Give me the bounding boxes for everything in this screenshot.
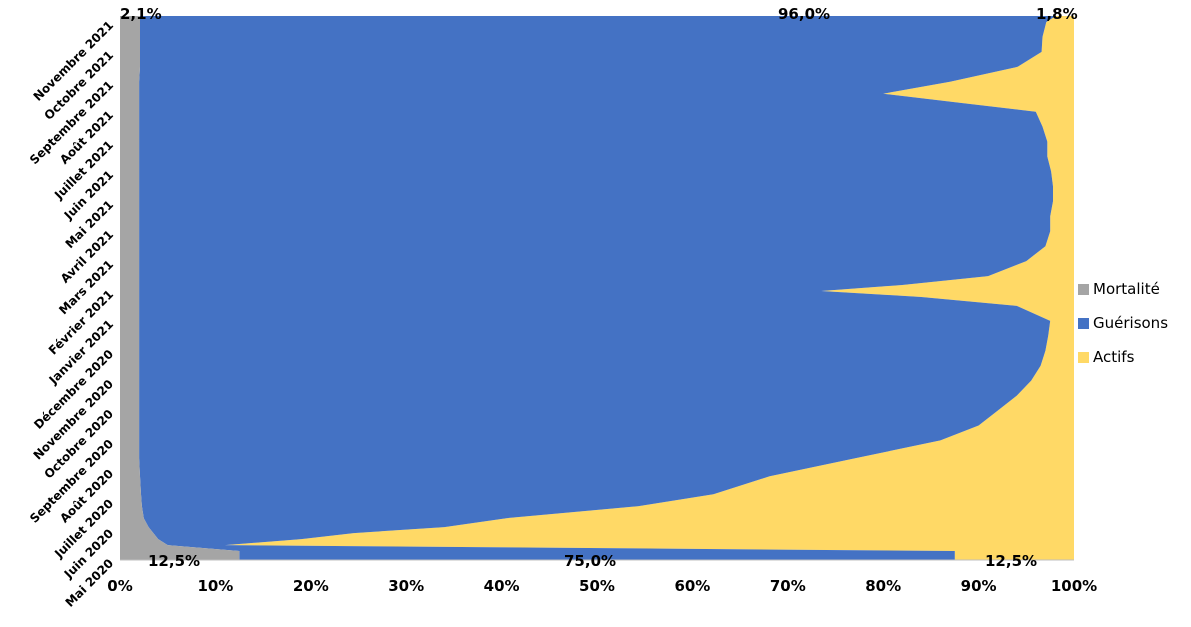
- x-tick-label: 60%: [674, 577, 710, 595]
- legend-label-guerisons: Guérisons: [1093, 314, 1169, 332]
- x-axis: 0% 10% 20% 30% 40% 50% 60% 70% 80% 90% 100%: [107, 559, 1097, 595]
- legend-item-actifs: Actifs: [1078, 340, 1168, 374]
- annotation-bottom-mid: 75,0%: [564, 552, 616, 570]
- x-tick-label: 90%: [961, 577, 997, 595]
- series-mortalite: [120, 16, 240, 560]
- legend-label-mortalite: Mortalité: [1093, 280, 1160, 298]
- x-tick-label: 80%: [865, 577, 901, 595]
- legend-swatch-actifs: [1078, 351, 1089, 363]
- annotation-bottom-left: 12,5%: [148, 552, 200, 570]
- annotation-top-mid: 96,0%: [778, 5, 830, 23]
- series-guerisons: [139, 16, 1056, 560]
- legend-swatch-guerisons: [1078, 317, 1089, 329]
- x-tick-label: 20%: [293, 577, 329, 595]
- annotation-bottom-right: 12,5%: [985, 552, 1037, 570]
- x-tick-label: 40%: [484, 577, 520, 595]
- annotation-top-left: 2,1%: [120, 5, 162, 23]
- annotations: 2,1% 96,0% 1,8% 12,5% 75,0% 12,5%: [120, 5, 1078, 570]
- legend-item-guerisons: Guérisons: [1078, 306, 1168, 340]
- x-tick-label: 30%: [388, 577, 424, 595]
- plot-area: [120, 16, 1074, 560]
- legend-item-mortalite: Mortalité: [1078, 272, 1168, 306]
- x-tick-label: 70%: [770, 577, 806, 595]
- series-actifs: [224, 16, 1074, 560]
- x-tick-label: 100%: [1051, 577, 1097, 595]
- legend-swatch-mortalite: [1078, 283, 1089, 295]
- legend-label-actifs: Actifs: [1093, 348, 1135, 366]
- x-tick-label: 10%: [197, 577, 233, 595]
- legend: Mortalité Guérisons Actifs: [1078, 272, 1168, 374]
- x-tick-label: 0%: [107, 577, 132, 595]
- annotation-top-right: 1,8%: [1036, 5, 1078, 23]
- x-tick-label: 50%: [579, 577, 615, 595]
